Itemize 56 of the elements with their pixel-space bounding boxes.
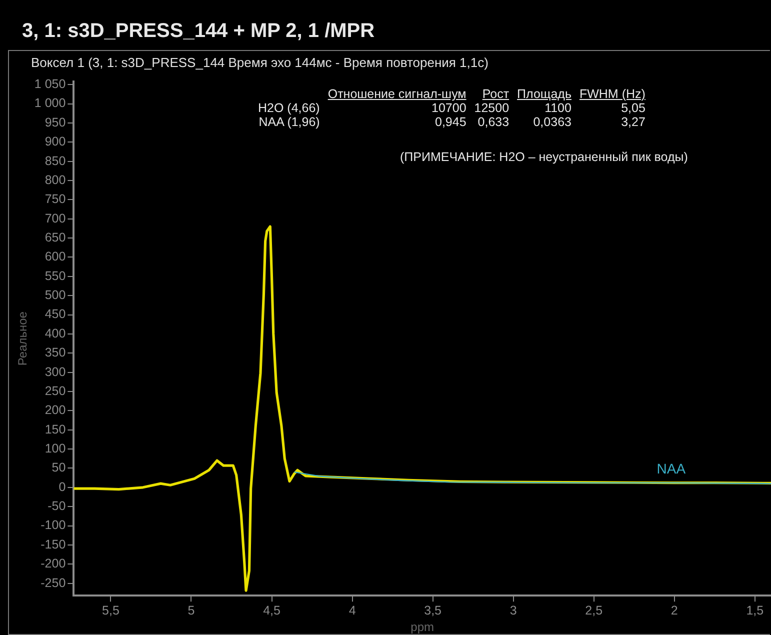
- y-tick-label: 100: [44, 441, 66, 456]
- y-tick-label: 750: [44, 192, 66, 206]
- x-tick-label: 4: [348, 604, 356, 618]
- y-tick-label: 150: [44, 422, 66, 436]
- x-axis-title: ppm: [410, 620, 434, 634]
- y-tick-label: -200: [40, 556, 66, 571]
- y-tick-label: -150: [40, 537, 66, 552]
- x-tick-label: 4,5: [263, 604, 280, 618]
- y-tick-label: 900: [44, 134, 66, 149]
- y-tick-label: 550: [44, 268, 66, 283]
- annotation: NAA (1,96): [258, 115, 320, 129]
- y-tick-label: 1 000: [34, 96, 66, 110]
- y-axis-title: Реальное: [16, 311, 30, 366]
- x-tick-label: 2: [670, 604, 678, 618]
- annotation: H2O (4,66): [257, 101, 320, 115]
- annotation: NAA: [656, 460, 686, 477]
- y-tick-label: -50: [48, 499, 66, 514]
- y-tick-label: 1 050: [34, 77, 66, 92]
- y-tick-label: 850: [44, 154, 66, 168]
- x-tick-label: 3: [510, 604, 517, 618]
- annotation: 3,27: [620, 115, 646, 129]
- y-tick-label: 700: [44, 211, 66, 226]
- annotation: 5,05: [620, 101, 646, 115]
- chart-subtitle: Воксел 1 (3, 1: s3D_PRESS_144 Время эхо 144мс - Время повторения 1,1с): [31, 55, 488, 70]
- annotation: 0,945: [434, 115, 466, 129]
- annotation: Площадь: [516, 87, 572, 101]
- chart-title: 3, 1: s3D_PRESS_144 + MP 2, 1 /MPR: [22, 20, 375, 43]
- annotation: 0,0363: [532, 115, 572, 129]
- x-tick-label: 2,5: [585, 604, 603, 618]
- annotation: 10700: [430, 101, 466, 115]
- x-tick-label: 3,5: [424, 604, 442, 618]
- y-tick-label: 200: [44, 403, 66, 418]
- x-tick-label: 5: [188, 604, 195, 618]
- x-tick-label: 5,5: [102, 604, 120, 618]
- y-tick-label: 600: [44, 250, 66, 264]
- annotation: FWHM (Hz): [578, 87, 646, 101]
- x-tick-label: 1,5: [746, 604, 764, 618]
- y-tick-label: 250: [44, 384, 66, 398]
- y-tick-label: 450: [44, 307, 66, 322]
- y-tick-label: -100: [40, 518, 66, 532]
- annotation: (ПРИМЕЧАНИЕ: H2O – неустраненный пик воды): [400, 150, 688, 164]
- annotation: 12500: [473, 101, 510, 115]
- y-tick-label: 650: [44, 230, 66, 244]
- y-tick-label: 500: [44, 288, 66, 302]
- y-tick-label: 0: [58, 480, 66, 494]
- y-tick-label: 800: [44, 172, 66, 187]
- annotation: 0,633: [476, 115, 510, 129]
- y-tick-label: 350: [44, 346, 66, 360]
- annotation: Отношение сигнал-шум: [326, 87, 466, 101]
- y-tick-label: 950: [44, 115, 66, 130]
- y-tick-label: -250: [40, 576, 66, 590]
- y-tick-label: 50: [52, 460, 66, 475]
- y-tick-label: 300: [44, 364, 66, 379]
- annotation: 1100: [544, 101, 572, 115]
- annotation: Рост: [481, 87, 510, 101]
- y-tick-label: 400: [44, 326, 66, 340]
